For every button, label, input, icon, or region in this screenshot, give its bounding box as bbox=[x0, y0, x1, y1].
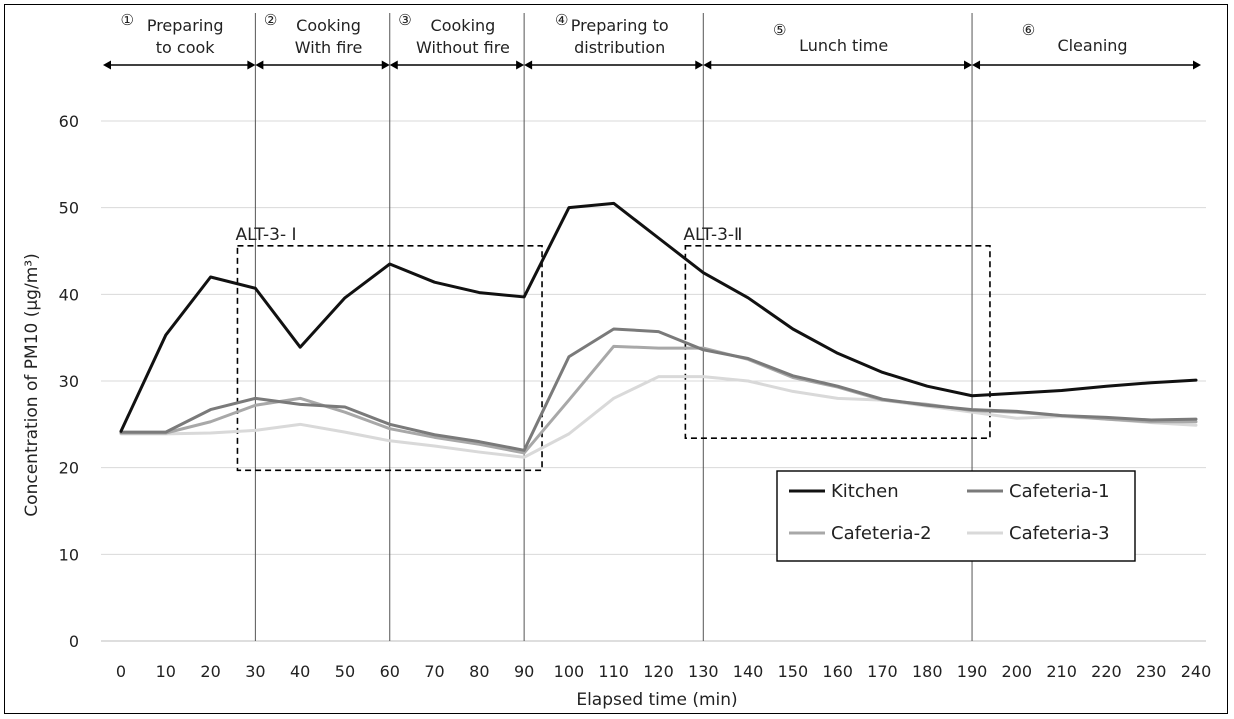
phase-arrow-head-right bbox=[695, 60, 704, 70]
x-tick-label: 60 bbox=[380, 662, 400, 681]
pm10-line-chart: ① Preparing to cook ② Cooking With fire ③ Cooki… bbox=[22, 11, 1212, 710]
highlight-boxes: ALT-3- Ⅰ ALT-3-Ⅱ bbox=[235, 225, 991, 472]
axes: 0 10 20 30 40 50 60 0 10 20 30 40 50 60 70 80 90 100 110 12… bbox=[59, 112, 1212, 681]
series-line-cafeteria-2 bbox=[119, 344, 1198, 455]
phase-label: With fire bbox=[295, 38, 363, 57]
x-tick-label: 150 bbox=[778, 662, 809, 681]
x-tick-label: 40 bbox=[290, 662, 310, 681]
phase-number: ④ bbox=[555, 11, 568, 29]
phase-label: Cleaning bbox=[1057, 36, 1127, 55]
x-tick-label: 80 bbox=[469, 662, 489, 681]
y-tick-label: 0 bbox=[69, 632, 79, 651]
legend-label: Cafeteria-3 bbox=[1009, 523, 1110, 544]
x-tick-label: 220 bbox=[1091, 662, 1122, 681]
x-tick-label: 50 bbox=[335, 662, 355, 681]
legend-box bbox=[776, 470, 1136, 562]
y-tick-label: 60 bbox=[59, 112, 79, 131]
phase-number: ① bbox=[120, 11, 133, 29]
phase-arrow-head-left bbox=[103, 60, 111, 70]
x-tick-label: 0 bbox=[116, 662, 126, 681]
phase-label: distribution bbox=[574, 38, 665, 57]
highlight-box bbox=[236, 245, 543, 472]
legend-label: Cafeteria-1 bbox=[1009, 481, 1110, 502]
phase-label: Preparing to bbox=[571, 16, 669, 35]
y-tick-label: 30 bbox=[59, 372, 79, 391]
phase-number: ② bbox=[264, 11, 277, 29]
phase-label: to cook bbox=[156, 38, 216, 57]
series-line-cafeteria-1 bbox=[119, 327, 1198, 452]
phase-number: ⑤ bbox=[773, 21, 786, 39]
phase-arrow-head-left bbox=[972, 60, 981, 70]
x-tick-label: 170 bbox=[867, 662, 898, 681]
phase-label: Cooking bbox=[296, 16, 361, 35]
x-tick-label: 160 bbox=[822, 662, 853, 681]
x-tick-label: 90 bbox=[514, 662, 534, 681]
x-tick-label: 180 bbox=[912, 662, 943, 681]
y-tick-label: 40 bbox=[59, 285, 79, 304]
x-axis-label: Elapsed time (min) bbox=[576, 690, 737, 710]
highlight-box-label: ALT-3- Ⅰ bbox=[235, 225, 296, 245]
phase-label: Without fire bbox=[416, 38, 510, 57]
phase-arrow-head-left bbox=[255, 60, 264, 70]
phase-arrow-head-left bbox=[389, 60, 398, 70]
y-tick-label: 20 bbox=[59, 459, 79, 478]
chart-root: ① Preparing to cook ② Cooking With fire ③ Cooki… bbox=[4, 4, 1228, 714]
phase-annotations: ① Preparing to cook ② Cooking With fire ③ Cooki… bbox=[103, 11, 1201, 641]
x-tick-label: 210 bbox=[1046, 662, 1077, 681]
legend-label: Kitchen bbox=[831, 481, 899, 502]
x-tick-label: 240 bbox=[1181, 662, 1212, 681]
phase-label: Preparing bbox=[147, 16, 224, 35]
highlight-box bbox=[684, 245, 991, 439]
phase-arrow-head-left bbox=[524, 60, 533, 70]
grid bbox=[101, 120, 1206, 642]
x-tick-label: 230 bbox=[1136, 662, 1167, 681]
x-tick-label: 120 bbox=[643, 662, 674, 681]
phase-number: ⑥ bbox=[1022, 21, 1035, 39]
x-tick-label: 200 bbox=[1002, 662, 1033, 681]
phase-arrow-head-left bbox=[703, 60, 712, 70]
y-tick-label: 10 bbox=[59, 545, 79, 564]
x-tick-label: 130 bbox=[688, 662, 719, 681]
legend: Kitchen Cafeteria-1 Cafeteria-2 Cafeteria-3 bbox=[776, 470, 1136, 562]
x-tick-label: 110 bbox=[598, 662, 629, 681]
y-axis-label: Concentration of PM10 (μg/m³) bbox=[22, 253, 42, 516]
phase-number: ③ bbox=[398, 11, 411, 29]
x-tick-label: 20 bbox=[200, 662, 220, 681]
phase-label: Lunch time bbox=[799, 36, 888, 55]
series-lines bbox=[119, 201, 1198, 459]
phase-arrow-head-right bbox=[964, 60, 973, 70]
highlight-box-label: ALT-3-Ⅱ bbox=[683, 225, 742, 245]
y-tick-label: 50 bbox=[59, 199, 79, 218]
legend-label: Cafeteria-2 bbox=[831, 523, 932, 544]
x-tick-label: 30 bbox=[245, 662, 265, 681]
x-tick-label: 190 bbox=[957, 662, 988, 681]
x-tick-label: 70 bbox=[424, 662, 444, 681]
series-line-cafeteria-3 bbox=[119, 375, 1198, 459]
phase-arrow-head-right bbox=[1193, 60, 1201, 70]
phase-arrow-head-right bbox=[247, 60, 256, 70]
x-tick-label: 100 bbox=[554, 662, 585, 681]
phase-label: Cooking bbox=[431, 16, 496, 35]
phase-arrow-head-right bbox=[516, 60, 525, 70]
phase-arrow-head-right bbox=[381, 60, 390, 70]
x-tick-label: 140 bbox=[733, 662, 764, 681]
series-line-kitchen bbox=[119, 201, 1198, 433]
x-tick-label: 10 bbox=[156, 662, 176, 681]
